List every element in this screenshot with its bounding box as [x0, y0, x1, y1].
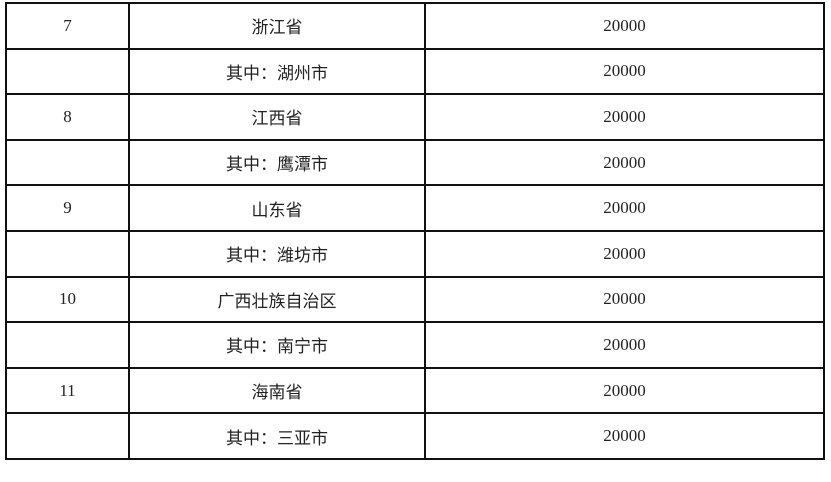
row-number: 10: [5, 275, 130, 324]
amount-value: 20000: [424, 47, 825, 96]
row-number: 11: [5, 366, 130, 415]
region-name: 浙江省: [128, 2, 426, 50]
table-row: 9 山东省 20000: [5, 184, 825, 232]
region-name: 山东省: [128, 184, 426, 232]
region-name: 其中：南宁市: [128, 321, 426, 369]
table-row: 10 广西壮族自治区 20000: [5, 275, 825, 324]
amount-value: 20000: [424, 2, 825, 50]
row-number: 7: [5, 2, 130, 50]
table-row: 其中：潍坊市 20000: [5, 229, 825, 278]
amount-value: 20000: [424, 366, 825, 415]
region-name: 广西壮族自治区: [128, 275, 426, 324]
table-row: 其中：鹰潭市 20000: [5, 138, 825, 187]
amount-value: 20000: [424, 321, 825, 369]
table-row: 其中：三亚市 20000: [5, 412, 825, 460]
row-number: [5, 412, 130, 460]
region-name: 江西省: [128, 93, 426, 141]
row-number: [5, 138, 130, 187]
region-name: 其中：三亚市: [128, 412, 426, 460]
amount-value: 20000: [424, 412, 825, 460]
table-row: 其中：南宁市 20000: [5, 321, 825, 369]
row-number: 8: [5, 93, 130, 141]
table-row: 其中：湖州市 20000: [5, 47, 825, 96]
region-name: 其中：潍坊市: [128, 229, 426, 278]
region-name: 其中：鹰潭市: [128, 138, 426, 187]
amount-value: 20000: [424, 138, 825, 187]
row-number: [5, 47, 130, 96]
amount-value: 20000: [424, 229, 825, 278]
row-number: 9: [5, 184, 130, 232]
table-row: 7 浙江省 20000: [5, 2, 825, 50]
amount-value: 20000: [424, 184, 825, 232]
table-row: 11 海南省 20000: [5, 366, 825, 415]
amount-value: 20000: [424, 93, 825, 141]
allocation-table: 7 浙江省 20000 其中：湖州市 20000 8 江西省 20000 其中：鹰潭市 20000…: [5, 2, 825, 460]
amount-value: 20000: [424, 275, 825, 324]
row-number: [5, 321, 130, 369]
region-name: 海南省: [128, 366, 426, 415]
table-row: 8 江西省 20000: [5, 93, 825, 141]
row-number: [5, 229, 130, 278]
region-name: 其中：湖州市: [128, 47, 426, 96]
